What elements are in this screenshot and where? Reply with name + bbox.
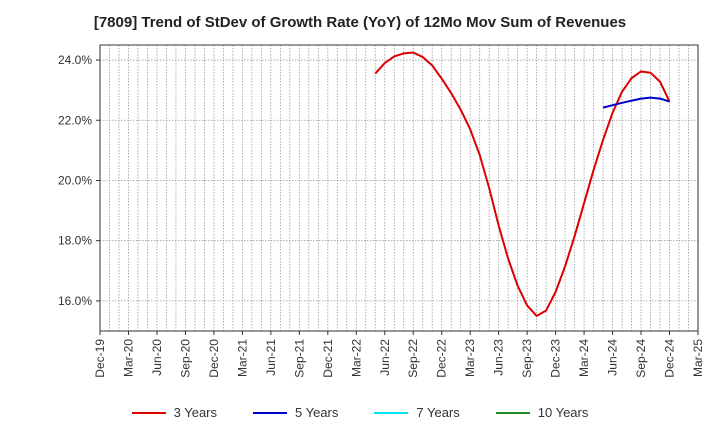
plot-frame — [99, 44, 699, 332]
plot-area — [100, 45, 698, 331]
y-tick-label: 16.0% — [58, 294, 92, 308]
x-tick-label: Mar-21 — [235, 339, 249, 377]
y-axis: 16.0% 18.0% 20.0% 22.0% 24.0% — [58, 53, 100, 308]
x-tick-label: Mar-25 — [691, 339, 705, 377]
x-tick-label: Dec-23 — [549, 339, 563, 378]
legend-item: 5 Years — [253, 405, 338, 420]
x-tick-label: Mar-24 — [577, 339, 591, 377]
legend-item: 3 Years — [131, 405, 217, 420]
x-tick-label: Sep-24 — [634, 339, 648, 378]
x-tick-label: Mar-20 — [121, 339, 135, 377]
x-axis: Dec-19 Mar-20 Jun-20 Sep-20 Dec-20 Mar-21 Jun-… — [93, 331, 705, 378]
y-tick-label: 20.0% — [58, 173, 92, 187]
x-tick-label: Jun-23 — [492, 339, 506, 376]
x-tick-label: Mar-23 — [463, 339, 477, 377]
series-line-5-years — [602, 96, 670, 109]
legend-item: 10 Years — [495, 405, 589, 420]
legend-swatch — [131, 411, 166, 414]
x-tick-label: Jun-21 — [264, 339, 278, 376]
y-tick-label: 24.0% — [58, 53, 92, 67]
legend-swatch — [253, 411, 287, 414]
legend-label: 3 Years — [173, 405, 217, 420]
x-tick-label: Sep-23 — [520, 339, 534, 378]
y-tick-label: 18.0% — [58, 234, 92, 248]
x-tick-label: Jun-22 — [378, 339, 392, 376]
series-lines — [374, 51, 671, 317]
x-tick-label: Sep-22 — [406, 339, 420, 378]
legend-label: 5 Years — [295, 405, 339, 420]
vertical-gridlines — [109, 45, 689, 331]
x-tick-label: Sep-21 — [292, 339, 306, 378]
x-tick-label: Dec-21 — [321, 339, 335, 378]
horizontal-gridlines — [100, 59, 698, 302]
x-tick-label: Sep-20 — [178, 339, 192, 378]
chart-legend: 3 Years 5 Years 7 Years 10 Years — [0, 405, 720, 420]
x-tick-label: Jun-24 — [606, 339, 620, 376]
legend-label: 10 Years — [537, 405, 589, 420]
x-tick-label: Dec-24 — [663, 339, 677, 378]
legend-label: 7 Years — [416, 405, 460, 420]
series-line-3-years — [374, 51, 671, 317]
y-tick-label: 22.0% — [58, 113, 92, 127]
legend-item: 7 Years — [374, 405, 460, 420]
x-tick-label: Jun-20 — [150, 339, 164, 376]
x-tick-label: Mar-22 — [349, 339, 363, 377]
x-tick-label: Dec-20 — [207, 339, 221, 378]
legend-swatch — [374, 411, 409, 414]
legend-swatch — [495, 411, 530, 414]
chart-title: [7809] Trend of StDev of Growth Rate (Yo… — [93, 14, 627, 31]
x-tick-label: Dec-22 — [435, 339, 449, 378]
x-tick-label: Dec-19 — [93, 339, 107, 378]
